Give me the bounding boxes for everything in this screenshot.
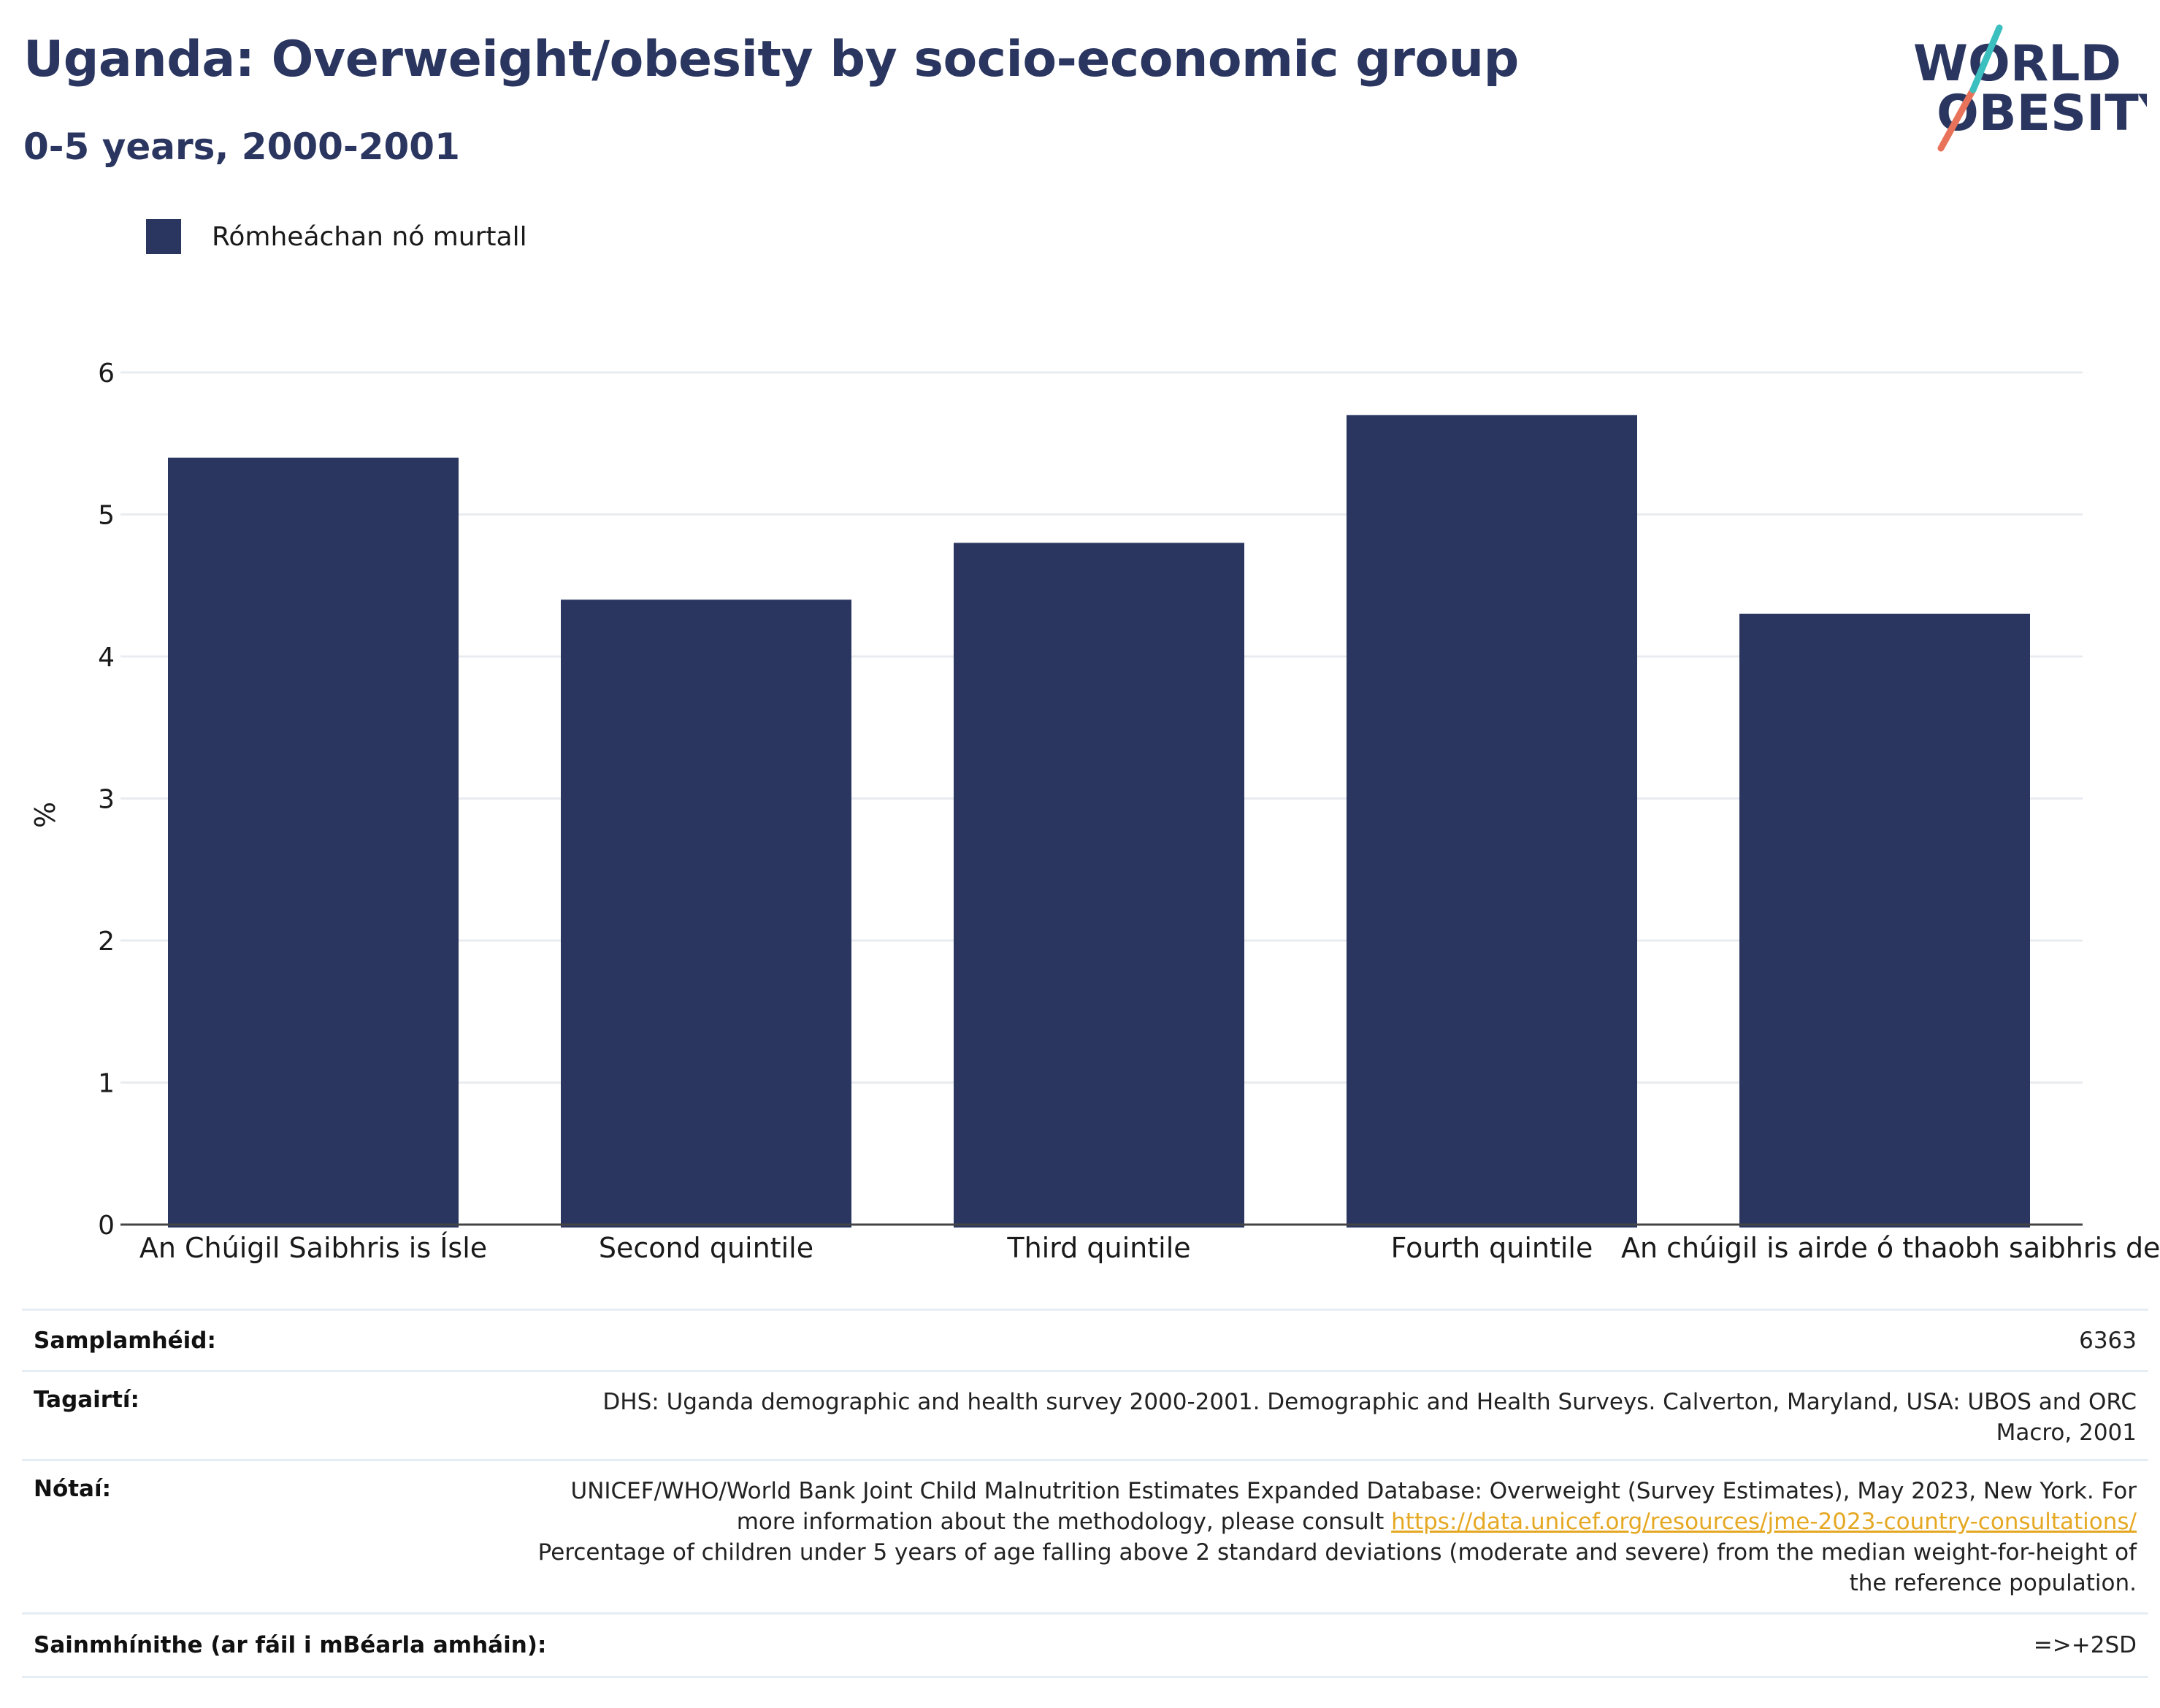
legend-swatch <box>146 219 181 254</box>
info-row-references: Tagairtí: DHS: Uganda demographic and he… <box>22 1370 2148 1459</box>
references-value: DHS: Uganda demographic and health surve… <box>602 1389 2137 1446</box>
sample-size-label: Samplamhéid: <box>34 1327 216 1354</box>
y-tick-label: 3 <box>98 785 115 815</box>
notes-text-2: Percentage of children under 5 years of … <box>537 1539 2137 1596</box>
logo-slash-coral <box>1937 86 1977 152</box>
info-row-sample-size: Samplamhéid: 6363 <box>22 1309 2148 1370</box>
y-tick-label: 0 <box>98 1211 115 1241</box>
bar-1 <box>561 600 851 1228</box>
x-tick-label: Third quintile <box>1006 1232 1190 1264</box>
y-tick-label: 5 <box>98 501 115 531</box>
definitions-value: =>+2SD <box>2033 1632 2137 1658</box>
y-tick-label: 4 <box>98 643 115 673</box>
chart-title: Uganda: Overweight/obesity by socio-econ… <box>23 31 1519 88</box>
info-table: Samplamhéid: 6363 Tagairtí: DHS: Uganda … <box>22 1309 2148 1678</box>
legend-label: Rómheáchan nó murtall <box>212 221 527 252</box>
bar-2 <box>954 543 1244 1228</box>
references-label: Tagairtí: <box>34 1387 139 1413</box>
y-tick-label: 1 <box>98 1069 115 1099</box>
sample-size-value: 6363 <box>2079 1327 2137 1354</box>
notes-text-1: UNICEF/WHO/World Bank Joint Child Malnut… <box>570 1478 2137 1535</box>
logo-word-world: WORLD <box>1913 35 2121 93</box>
info-row-notes: Nótaí: UNICEF/WHO/World Bank Joint Child… <box>22 1459 2148 1612</box>
logo-slash-teal <box>1969 24 2003 93</box>
bar-0 <box>168 457 459 1228</box>
bar-chart: 0 1 2 3 4 5 6 An Chúigil Saibhris is Ísle Second… <box>98 359 2160 1264</box>
world-obesity-logo[interactable]: WORLD OBESITY <box>1906 20 2160 152</box>
notes-value: UNICEF/WHO/World Bank Joint Child Malnut… <box>530 1476 2137 1612</box>
bar-4 <box>1739 613 2030 1228</box>
notes-label: Nótaí: <box>34 1476 112 1502</box>
info-row-definitions: Sainmhínithe (ar fáil i mBéarla amháin):… <box>22 1612 2148 1678</box>
y-axis-label: % <box>29 801 61 828</box>
x-tick-label: Second quintile <box>599 1232 813 1264</box>
x-tick-label: An chúigil is airde ó thaobh saibhris de <box>1621 1232 2160 1264</box>
world-obesity-logo-graphic: WORLD OBESITY <box>1913 24 2160 152</box>
bar-3 <box>1347 415 1637 1228</box>
definitions-label: Sainmhínithe (ar fáil i mBéarla amháin): <box>34 1632 547 1658</box>
x-tick-label: An Chúigil Saibhris is Ísle <box>139 1232 487 1264</box>
y-tick-label: 6 <box>98 359 115 388</box>
x-tick-label: Fourth quintile <box>1391 1232 1593 1264</box>
chart-subtitle: 0-5 years, 2000-2001 <box>23 126 460 168</box>
methodology-link[interactable]: https://data.unicef.org/resources/jme-20… <box>1391 1509 2137 1535</box>
y-tick-label: 2 <box>98 927 115 957</box>
y-axis-label-wrap: % <box>29 799 61 828</box>
legend[interactable]: Rómheáchan nó murtall <box>146 218 527 256</box>
